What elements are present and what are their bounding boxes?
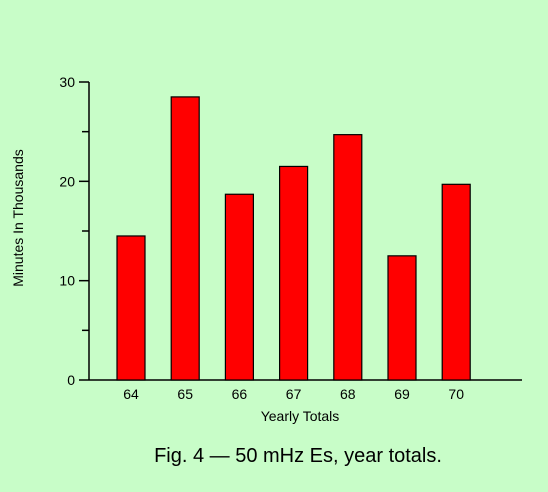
bar-70 [441,183,471,381]
x-tick-label: 66 [232,386,248,402]
bar-64 [116,235,146,381]
y-tick-label: 10 [59,273,75,289]
x-axis-tick-labels: 64 65 66 67 68 69 70 [123,386,464,402]
y-axis-label: Minutes In Thousands [10,149,26,287]
y-axis-ticks: 0 10 20 30 [59,74,89,388]
x-axis-label: Yearly Totals [261,408,340,424]
y-tick-label: 20 [59,173,75,189]
x-tick-label: 65 [177,386,193,402]
figure-caption: Fig. 4 — 50 mHz Es, year totals. [154,445,442,467]
bar-68 [333,134,363,381]
x-tick-label: 70 [448,386,464,402]
bar-66 [224,193,254,381]
bar-65 [170,96,200,381]
y-tick-label: 30 [59,74,75,90]
x-tick-label: 68 [340,386,356,402]
bar-69 [387,255,417,381]
y-tick-label: 0 [67,372,75,388]
x-tick-label: 67 [286,386,302,402]
bar-67 [279,165,309,381]
bar-series [116,96,471,381]
x-tick-label: 64 [123,386,139,402]
x-tick-label: 69 [394,386,410,402]
